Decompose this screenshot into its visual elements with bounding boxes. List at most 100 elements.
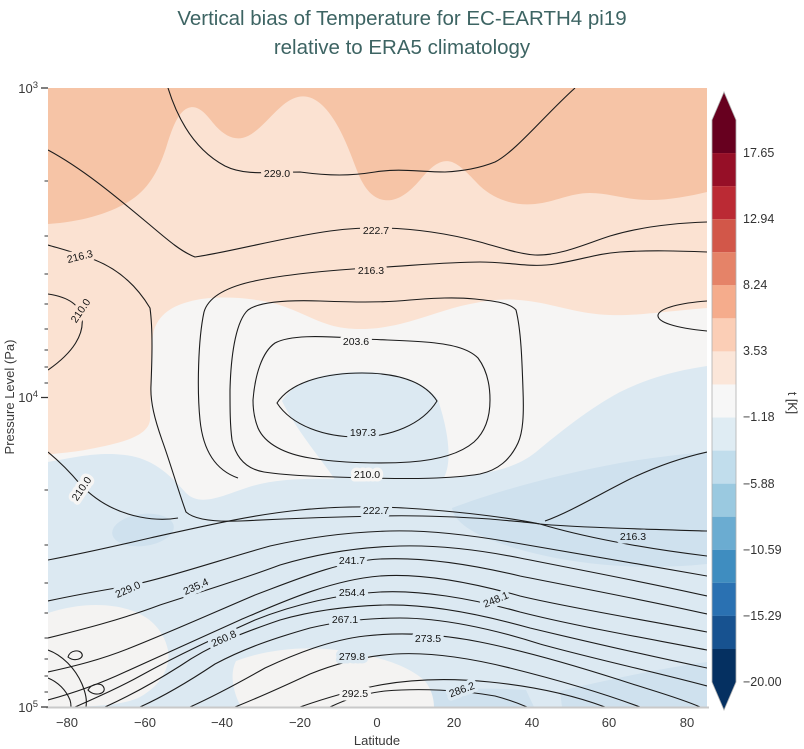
fill-colder-blue-right xyxy=(452,452,707,567)
colorbar-segment xyxy=(712,450,736,484)
colorbar-tick-label: −20.00 xyxy=(743,675,782,689)
colorbar-outline xyxy=(711,90,737,712)
x-axis-title: Latitude xyxy=(354,733,400,748)
x-tick-label: 40 xyxy=(525,715,539,730)
colorbar-segment xyxy=(712,219,736,253)
contour-216-center-upper xyxy=(197,250,707,479)
x-tick-label: 80 xyxy=(680,715,694,730)
fill-warm-orange xyxy=(48,88,707,224)
colorbar-tick-label: −15.29 xyxy=(743,609,782,623)
contour-label: 229.0 xyxy=(264,168,290,180)
contour-corner-extra-2 xyxy=(48,677,72,707)
contour-203-ring xyxy=(252,336,491,464)
x-tick-label: 60 xyxy=(602,715,616,730)
contour-210-upper-left xyxy=(48,293,83,371)
contour-222-upper xyxy=(48,149,707,258)
colorbar-tick-label: 3.53 xyxy=(743,344,767,358)
contour-label: 216.3 xyxy=(620,531,646,543)
colorbar-arrow-down xyxy=(712,682,736,710)
contour-260-lower xyxy=(104,604,707,707)
colorbar-tick-label: 12.94 xyxy=(743,212,774,226)
x-tick-label: −20 xyxy=(289,715,311,730)
colorbar-segment xyxy=(712,153,736,187)
contour-241-lower xyxy=(48,558,707,673)
colorbar-segment xyxy=(712,648,736,682)
y-major-ticks xyxy=(41,87,48,708)
colorbar-segment xyxy=(712,120,736,154)
colorbar-segment xyxy=(712,384,736,418)
colorbar-segment xyxy=(712,285,736,319)
contour-label: 292.5 xyxy=(342,688,368,700)
contour-267-lower xyxy=(139,617,707,707)
colorbar-segment xyxy=(712,516,736,550)
contour-229-upper xyxy=(167,88,576,176)
y-tick-label: 103 xyxy=(18,80,38,96)
colorbar-segment xyxy=(712,351,736,385)
contour-label: 273.5 xyxy=(415,633,441,645)
colorbar-segment xyxy=(712,318,736,352)
contour-279-lower xyxy=(234,653,641,707)
colorbar-title: t [K] xyxy=(785,392,799,414)
contour-corner-loop-1 xyxy=(67,650,83,661)
colorbar-arrow-up xyxy=(712,92,736,120)
x-axis: −80 −60 −40 −20 0 20 40 60 80 Latitude xyxy=(46,706,709,748)
contour-210-lower-left xyxy=(48,451,179,520)
contour-254-lower xyxy=(74,591,707,707)
colorbar-segment xyxy=(712,549,736,583)
contour-235-lower xyxy=(48,545,707,639)
contour-label: 203.6 xyxy=(343,336,369,348)
contour-label: 279.8 xyxy=(339,651,365,663)
colorbar-segment xyxy=(712,186,736,220)
colorbar-tick-label: 17.65 xyxy=(743,146,774,160)
contour-229-lower xyxy=(48,530,707,602)
x-tick-label: 0 xyxy=(373,715,380,730)
contour-label: 222.7 xyxy=(363,505,389,517)
colorbar: 17.65 12.94 8.24 3.53 −1.18 −5.88 −10.59… xyxy=(711,90,799,712)
contour-216-right-upper-branch xyxy=(544,451,707,522)
colorbar-tick-label: −10.59 xyxy=(743,543,782,557)
contour-corner-loop-2 xyxy=(87,683,105,695)
fill-cold-blue xyxy=(48,366,707,707)
contour-label: 222.7 xyxy=(363,225,389,237)
colorbar-segment xyxy=(712,483,736,517)
colorbar-segment xyxy=(712,252,736,286)
fill-white-bottom-center xyxy=(232,648,434,707)
contour-216-left-lower xyxy=(48,244,707,532)
fill-cold-blue-lens xyxy=(282,372,449,481)
y-tick-label: 105 xyxy=(18,699,38,715)
y-axis-title: Pressure Level (Pa) xyxy=(2,340,17,455)
contour-286-lower xyxy=(299,679,606,707)
colorbar-tick-label: −1.18 xyxy=(743,410,775,424)
contour-248-lower xyxy=(48,574,707,701)
y-tick-label: 104 xyxy=(18,389,38,405)
contour-label: 241.7 xyxy=(339,555,365,567)
contour-216-right-hook xyxy=(657,300,707,332)
contour-corner-extra-1 xyxy=(48,649,87,707)
filled-regions xyxy=(48,88,707,707)
x-tick-label: −60 xyxy=(134,715,156,730)
contour-197-lens xyxy=(276,372,438,438)
y-minor-ticks xyxy=(44,180,48,693)
contour-label: 216.3 xyxy=(358,265,384,277)
x-tick-label: −40 xyxy=(211,715,233,730)
chart-title: Vertical bias of Temperature for EC-EART… xyxy=(0,5,804,62)
contour-label: 254.4 xyxy=(339,587,365,599)
colorbar-tick-label: −5.88 xyxy=(743,477,775,491)
colorbar-segments xyxy=(712,120,736,682)
x-tick-label: −80 xyxy=(56,715,78,730)
chart-title-line1: Vertical bias of Temperature for EC-EART… xyxy=(177,7,627,30)
contour-label: 267.1 xyxy=(332,614,358,626)
chart-title-line2: relative to ERA5 climatology xyxy=(273,35,531,59)
colorbar-tick-label: 8.24 xyxy=(743,278,767,292)
colorbar-segment xyxy=(712,582,736,616)
contour-292-lower xyxy=(329,689,528,707)
contour-lines xyxy=(48,88,707,707)
y-axis: 103 104 105 Pressure Level (Pa) xyxy=(2,80,48,715)
x-tick-label: 20 xyxy=(447,715,461,730)
contour-label: 210.0 xyxy=(354,469,380,481)
fill-colder-blue-left-blob xyxy=(112,513,174,547)
contour-273-lower xyxy=(189,633,701,707)
colorbar-segment xyxy=(712,417,736,451)
